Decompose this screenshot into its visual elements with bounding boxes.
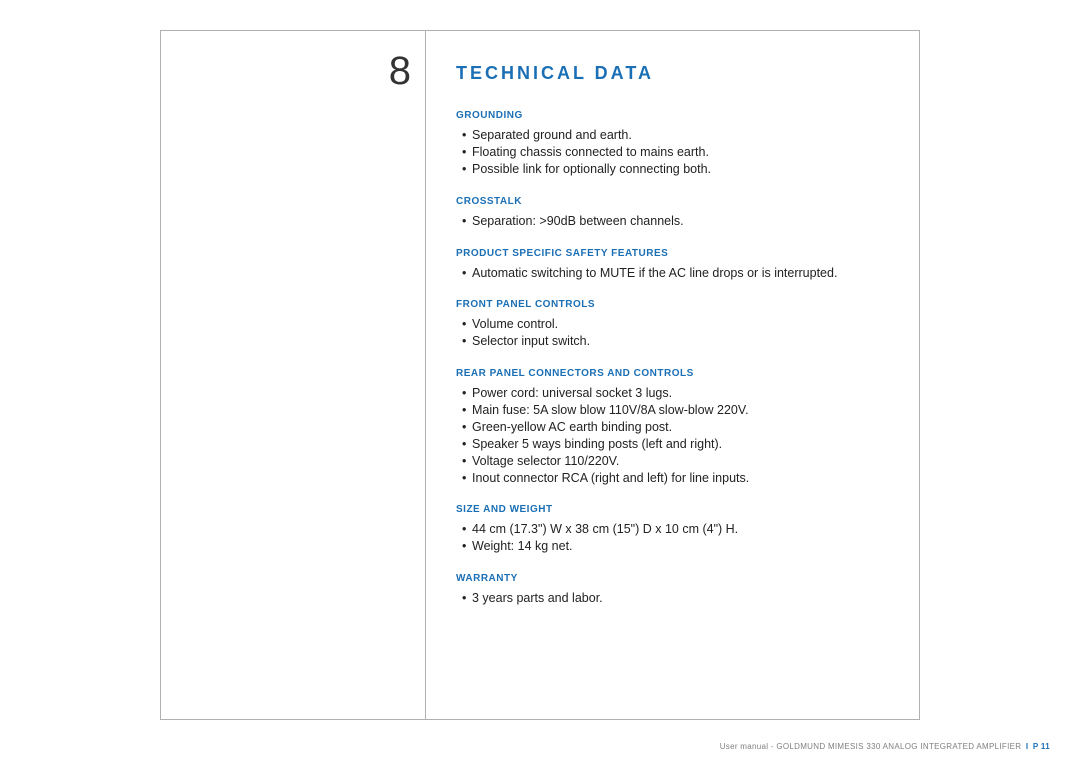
list-item: Inout connector RCA (right and left) for… [462,470,889,487]
section-heading: SIZE AND WEIGHT [456,504,889,515]
list-item: 44 cm (17.3") W x 38 cm (15") D x 10 cm … [462,521,889,538]
section-list: Power cord: universal socket 3 lugs.Main… [456,385,889,486]
page: 8 TECHNICAL DATA GROUNDING Separated grou… [0,0,1080,763]
list-item: Main fuse: 5A slow blow 110V/8A slow-blo… [462,402,889,419]
list-item: Floating chassis connected to mains eart… [462,144,889,161]
section-list: 44 cm (17.3") W x 38 cm (15") D x 10 cm … [456,521,889,555]
content-frame: 8 TECHNICAL DATA GROUNDING Separated grou… [160,30,920,720]
section-heading: WARRANTY [456,573,889,584]
section-list: Volume control.Selector input switch. [456,316,889,350]
list-item: 3 years parts and labor. [462,590,889,607]
list-item: Selector input switch. [462,333,889,350]
page-footer: User manual - GOLDMUND MIMESIS 330 ANALO… [720,742,1050,751]
list-item: Separated ground and earth. [462,127,889,144]
section-list: Automatic switching to MUTE if the AC li… [456,265,889,282]
list-item: Power cord: universal socket 3 lugs. [462,385,889,402]
section-heading: PRODUCT SPECIFIC SAFETY FEATURES [456,248,889,259]
section-heading: GROUNDING [456,110,889,121]
list-item: Possible link for optionally connecting … [462,161,889,178]
footer-text: User manual - GOLDMUND MIMESIS 330 ANALO… [720,742,1022,751]
list-item: Voltage selector 110/220V. [462,453,889,470]
section-list: 3 years parts and labor. [456,590,889,607]
sections-container: GROUNDING Separated ground and earth.Floa… [456,110,889,607]
footer-page-number: P 11 [1033,742,1050,751]
chapter-number: 8 [389,49,411,94]
list-item: Separation: >90dB between channels. [462,213,889,230]
section-heading: CROSSTALK [456,196,889,207]
list-item: Green-yellow AC earth binding post. [462,419,889,436]
section-list: Separated ground and earth.Floating chas… [456,127,889,178]
right-column: TECHNICAL DATA GROUNDING Separated ground… [426,31,919,719]
list-item: Speaker 5 ways binding posts (left and r… [462,436,889,453]
section-list: Separation: >90dB between channels. [456,213,889,230]
section-heading: FRONT PANEL CONTROLS [456,299,889,310]
section-heading: REAR PANEL CONNECTORS AND CONTROLS [456,368,889,379]
list-item: Volume control. [462,316,889,333]
list-item: Weight: 14 kg net. [462,538,889,555]
list-item: Automatic switching to MUTE if the AC li… [462,265,889,282]
left-column: 8 [161,31,426,719]
page-title: TECHNICAL DATA [456,63,889,84]
footer-separator: I [1026,742,1029,751]
